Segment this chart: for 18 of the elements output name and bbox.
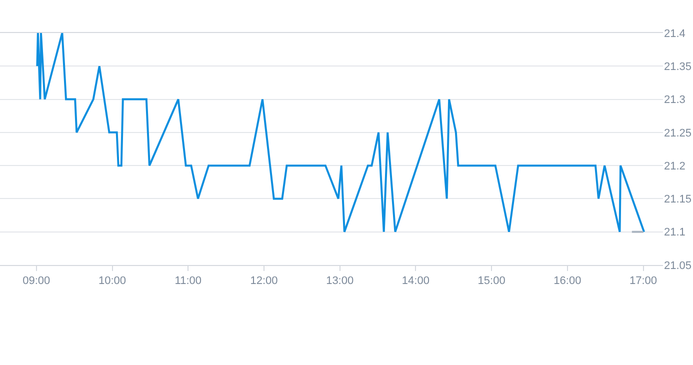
x-tick-label: 09:00 — [22, 275, 50, 288]
x-tick-label: 16:00 — [554, 275, 582, 288]
y-tick-label: 21.3 — [664, 94, 686, 106]
y-tick-label: 21.05 — [664, 260, 692, 272]
y-tick-label: 21.1 — [664, 226, 686, 239]
x-tick-label: 10:00 — [98, 275, 126, 288]
x-tick-label: 15:00 — [478, 275, 506, 288]
x-tick-label: 17:00 — [630, 275, 658, 288]
y-tick-label: 21.35 — [664, 60, 692, 73]
y-tick-label: 21.15 — [664, 194, 692, 206]
x-tick-label: 14:00 — [402, 275, 430, 288]
x-tick-label: 13:00 — [326, 275, 354, 288]
line-series — [36, 33, 646, 233]
y-tick-label: 21.25 — [664, 127, 692, 140]
x-tick-label: 11:00 — [174, 275, 202, 288]
y-tick-label: 21.2 — [664, 160, 686, 172]
y-tick-label: 21.4 — [664, 28, 686, 40]
x-tick-label: 12:00 — [250, 275, 278, 288]
